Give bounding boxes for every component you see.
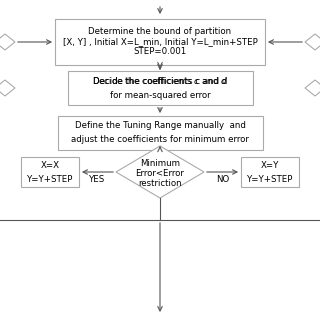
Text: Decide the coefficients $c$ and $d$: Decide the coefficients $c$ and $d$ xyxy=(92,76,228,86)
Polygon shape xyxy=(0,80,15,96)
Text: Determine the bound of partition: Determine the bound of partition xyxy=(88,28,232,36)
Text: for mean-squared error: for mean-squared error xyxy=(110,91,210,100)
Polygon shape xyxy=(116,146,204,198)
Bar xyxy=(58,116,262,150)
Polygon shape xyxy=(0,34,15,50)
Text: X=X: X=X xyxy=(41,161,60,170)
Bar xyxy=(68,71,252,105)
Polygon shape xyxy=(305,34,320,50)
Text: Decide the coefficients c and d: Decide the coefficients c and d xyxy=(93,76,227,85)
Text: Error<Error: Error<Error xyxy=(136,170,184,179)
Bar xyxy=(55,19,265,65)
Text: YES: YES xyxy=(89,175,106,185)
Text: restriction: restriction xyxy=(138,180,182,188)
Text: X=Y: X=Y xyxy=(261,161,279,170)
Text: adjust the coefficients for minimum error: adjust the coefficients for minimum erro… xyxy=(71,135,249,145)
Text: Minimum: Minimum xyxy=(140,159,180,169)
Text: Y=Y+STEP: Y=Y+STEP xyxy=(247,174,293,183)
Text: Define the Tuning Range manually  and: Define the Tuning Range manually and xyxy=(75,122,245,131)
Text: Y=Y+STEP: Y=Y+STEP xyxy=(27,174,73,183)
Bar xyxy=(241,157,299,187)
Text: STEP=0.001: STEP=0.001 xyxy=(133,47,187,57)
Text: [X, Y] , Initial X=L_min, Initial Y=L_min+STEP: [X, Y] , Initial X=L_min, Initial Y=L_mi… xyxy=(63,37,257,46)
Text: NO: NO xyxy=(216,175,229,185)
Bar xyxy=(21,157,79,187)
Polygon shape xyxy=(305,80,320,96)
